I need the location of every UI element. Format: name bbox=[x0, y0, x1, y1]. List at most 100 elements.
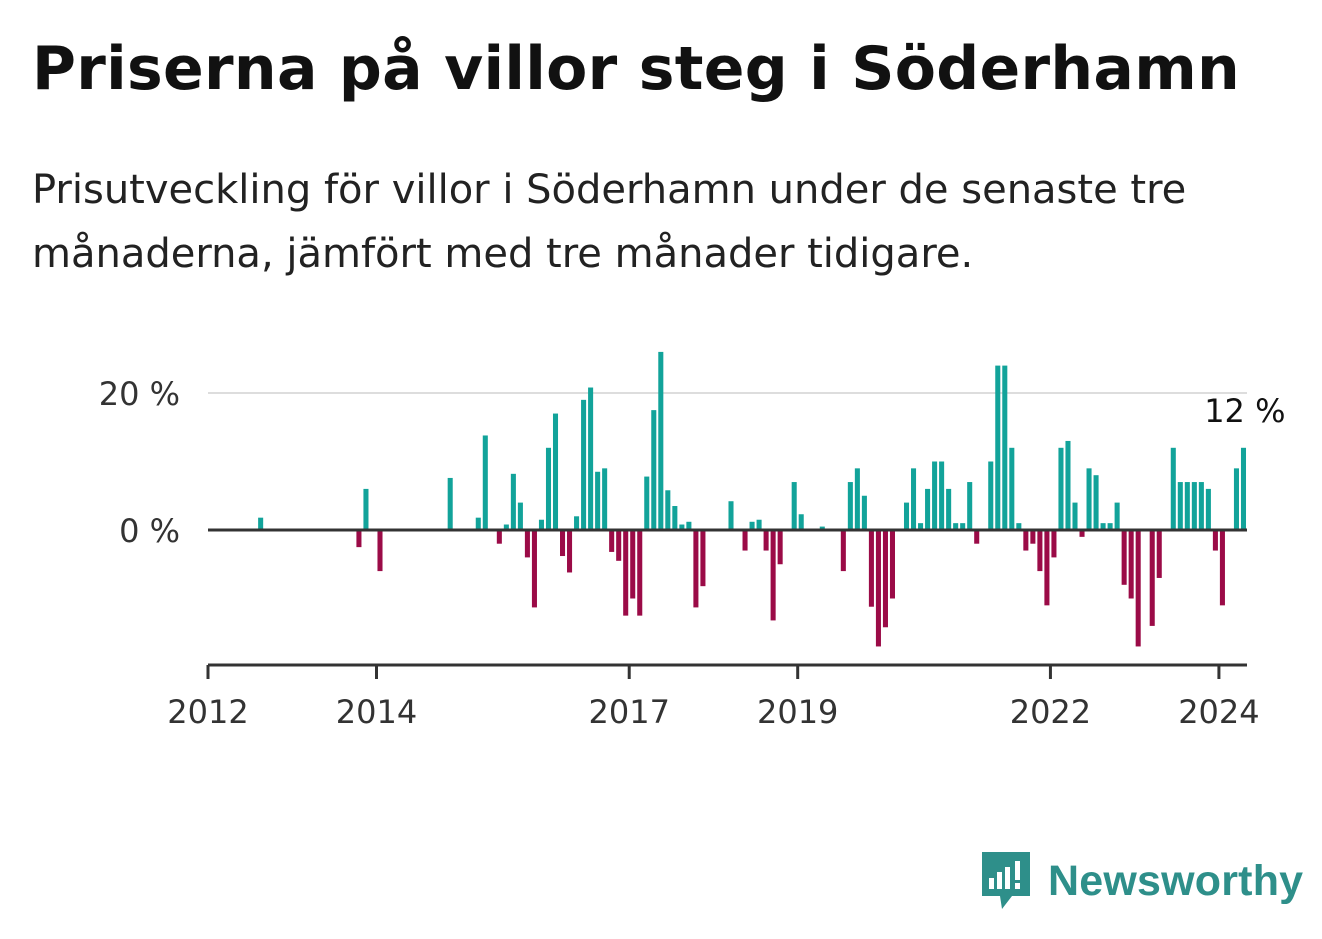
bar bbox=[510, 473, 516, 530]
bar bbox=[574, 516, 580, 530]
bar bbox=[1107, 523, 1113, 530]
chart-speech-bubble-icon bbox=[982, 852, 1030, 909]
bar bbox=[763, 530, 769, 551]
newsworthy-logo: Newsworthy bbox=[982, 852, 1303, 910]
bar bbox=[903, 502, 910, 530]
bar bbox=[552, 413, 559, 530]
x-tick-label: 2014 bbox=[336, 693, 417, 731]
bar bbox=[932, 461, 938, 530]
bar bbox=[918, 523, 924, 530]
bar bbox=[475, 517, 481, 530]
bar bbox=[1051, 530, 1057, 558]
x-tick-label: 2019 bbox=[757, 693, 838, 731]
bar bbox=[1114, 502, 1120, 530]
bar bbox=[995, 365, 1001, 530]
y-tick-label: 20 % bbox=[99, 375, 180, 413]
axes bbox=[206, 528, 1247, 679]
chart-title: Priserna på villor steg i Söderhamn bbox=[32, 34, 1241, 104]
bar bbox=[447, 477, 453, 530]
bar bbox=[1135, 530, 1141, 647]
bar bbox=[967, 482, 973, 530]
bar bbox=[588, 387, 594, 530]
bar bbox=[1149, 530, 1155, 626]
bar bbox=[637, 530, 643, 616]
x-tick-label: 2024 bbox=[1178, 693, 1259, 731]
bar bbox=[1072, 502, 1078, 530]
bar bbox=[595, 471, 601, 530]
bar bbox=[356, 530, 362, 548]
bar bbox=[1177, 482, 1183, 530]
x-tick-label: 2012 bbox=[167, 693, 248, 731]
x-tick-label: 2017 bbox=[588, 693, 669, 731]
bar bbox=[960, 523, 966, 530]
bar bbox=[524, 530, 530, 558]
bar bbox=[1233, 468, 1239, 530]
bar bbox=[770, 530, 776, 621]
bar bbox=[496, 530, 502, 544]
bar bbox=[742, 530, 748, 551]
bar bbox=[1044, 530, 1050, 606]
bar bbox=[1079, 530, 1085, 537]
bar bbox=[630, 530, 636, 599]
bar bbox=[861, 495, 867, 530]
bar bbox=[882, 530, 888, 628]
bar bbox=[868, 530, 874, 607]
bar bbox=[644, 476, 650, 530]
bar bbox=[1086, 468, 1092, 530]
bar bbox=[363, 488, 369, 530]
bar bbox=[1219, 530, 1225, 606]
chart-subtitle: Prisutveckling för villor i Söderhamn un… bbox=[32, 167, 1187, 277]
bar bbox=[953, 523, 959, 530]
bar bbox=[1170, 447, 1176, 530]
bar bbox=[658, 351, 664, 530]
bar bbox=[946, 488, 952, 530]
bar bbox=[665, 490, 671, 530]
bar bbox=[609, 530, 615, 552]
bar bbox=[875, 530, 881, 647]
bar bbox=[377, 530, 383, 572]
bar bbox=[1205, 488, 1211, 530]
bar bbox=[1121, 530, 1127, 585]
bar bbox=[700, 530, 706, 587]
bar bbox=[1058, 447, 1064, 530]
bar bbox=[503, 524, 509, 530]
bar bbox=[623, 530, 629, 616]
bar bbox=[988, 461, 994, 530]
bar bbox=[798, 514, 804, 530]
labels: 0 % 20 % 2012 2014 2017 2019 2022 2024 12 % bbox=[99, 375, 1286, 731]
bar bbox=[545, 447, 552, 530]
bar bbox=[517, 502, 523, 530]
bar bbox=[1023, 530, 1029, 551]
bar bbox=[1100, 523, 1106, 530]
bar bbox=[819, 526, 825, 530]
bar bbox=[1065, 440, 1071, 530]
bar bbox=[1037, 530, 1043, 572]
bar bbox=[1198, 482, 1204, 530]
bar bbox=[1191, 482, 1197, 530]
bar bbox=[1030, 530, 1036, 544]
bar bbox=[616, 530, 622, 561]
bar bbox=[1212, 530, 1218, 551]
brand-name: Newsworthy bbox=[1048, 856, 1304, 905]
bar bbox=[531, 530, 537, 608]
bar bbox=[925, 488, 931, 530]
bar bbox=[854, 468, 860, 530]
bar bbox=[672, 506, 678, 530]
bar bbox=[1093, 475, 1099, 530]
bar-chart: 0 % 20 % 2012 2014 2017 2019 2022 2024 12 % bbox=[99, 351, 1286, 731]
bar bbox=[974, 530, 980, 544]
last-value-label: 12 % bbox=[1204, 392, 1285, 430]
bar bbox=[686, 521, 692, 530]
bar bbox=[1128, 530, 1134, 599]
bar bbox=[889, 530, 895, 599]
bar bbox=[581, 399, 587, 530]
bar bbox=[1240, 447, 1247, 530]
bar bbox=[1009, 447, 1015, 530]
bar bbox=[911, 468, 917, 530]
bar bbox=[840, 530, 846, 572]
bar bbox=[693, 530, 699, 608]
bars bbox=[258, 351, 1247, 647]
bar bbox=[939, 461, 945, 530]
x-tick-label: 2022 bbox=[1010, 693, 1091, 731]
bar bbox=[777, 530, 783, 565]
